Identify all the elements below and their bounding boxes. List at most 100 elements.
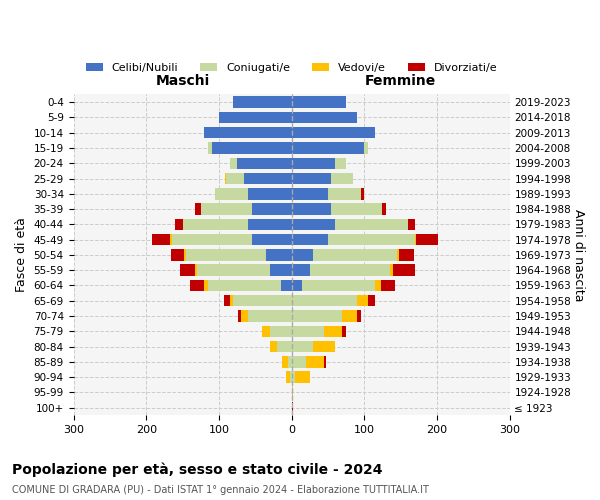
Bar [286, 372, 290, 383]
Bar [230, 295, 233, 306]
Bar [270, 264, 292, 276]
Bar [292, 204, 331, 215]
Bar [343, 326, 346, 337]
Y-axis label: Fasce di età: Fasce di età [15, 218, 28, 292]
Bar [281, 280, 292, 291]
Bar [313, 341, 335, 352]
Bar [292, 173, 331, 184]
Bar [324, 326, 343, 337]
Bar [310, 264, 389, 276]
Bar [224, 295, 230, 306]
Bar [248, 218, 292, 230]
Y-axis label: Anni di nascita: Anni di nascita [572, 208, 585, 301]
Text: Popolazione per età, sesso e stato civile - 2024: Popolazione per età, sesso e stato civil… [12, 462, 383, 477]
Bar [172, 234, 251, 245]
Bar [399, 249, 413, 260]
Bar [328, 188, 361, 200]
Bar [288, 356, 292, 368]
Bar [292, 341, 313, 352]
Bar [335, 218, 408, 230]
Bar [292, 402, 293, 413]
Bar [205, 127, 292, 138]
Bar [375, 280, 381, 291]
Bar [224, 173, 226, 184]
Bar [361, 188, 364, 200]
Bar [205, 280, 208, 291]
Bar [251, 204, 292, 215]
Bar [226, 173, 244, 184]
Bar [416, 234, 438, 245]
Bar [195, 204, 200, 215]
Bar [313, 249, 397, 260]
Bar [393, 264, 415, 276]
Bar [200, 204, 251, 215]
Bar [292, 295, 357, 306]
Bar [182, 218, 248, 230]
Bar [306, 356, 324, 368]
Bar [382, 204, 386, 215]
Bar [415, 234, 416, 245]
Bar [292, 356, 306, 368]
Bar [331, 173, 353, 184]
Bar [292, 264, 310, 276]
Bar [295, 372, 310, 383]
Bar [208, 142, 212, 154]
Bar [266, 249, 292, 260]
Bar [248, 188, 292, 200]
Bar [328, 234, 415, 245]
Bar [408, 218, 415, 230]
Bar [237, 158, 292, 169]
Bar [292, 127, 375, 138]
Bar [238, 310, 241, 322]
Bar [292, 112, 357, 123]
Bar [170, 234, 172, 245]
Bar [292, 249, 313, 260]
Bar [292, 158, 335, 169]
Bar [241, 310, 248, 322]
Bar [251, 234, 292, 245]
Bar [282, 356, 288, 368]
Bar [343, 310, 357, 322]
Bar [152, 234, 170, 245]
Bar [397, 249, 399, 260]
Bar [171, 249, 184, 260]
Bar [292, 326, 324, 337]
Bar [212, 142, 292, 154]
Legend: Celibi/Nubili, Coniugati/e, Vedovi/e, Divorziati/e: Celibi/Nubili, Coniugati/e, Vedovi/e, Di… [82, 58, 502, 77]
Bar [233, 295, 292, 306]
Bar [186, 249, 266, 260]
Bar [324, 356, 326, 368]
Bar [215, 188, 248, 200]
Text: Maschi: Maschi [155, 74, 209, 88]
Bar [195, 264, 197, 276]
Bar [335, 158, 346, 169]
Bar [181, 264, 195, 276]
Bar [292, 372, 295, 383]
Bar [244, 173, 292, 184]
Bar [190, 280, 205, 291]
Bar [292, 234, 328, 245]
Bar [292, 218, 335, 230]
Bar [292, 310, 343, 322]
Bar [208, 280, 281, 291]
Bar [292, 280, 302, 291]
Bar [292, 96, 346, 108]
Bar [277, 341, 292, 352]
Bar [219, 112, 292, 123]
Bar [357, 310, 361, 322]
Bar [292, 188, 328, 200]
Bar [381, 280, 395, 291]
Text: Femmine: Femmine [365, 74, 436, 88]
Bar [357, 295, 368, 306]
Bar [184, 249, 186, 260]
Bar [270, 341, 277, 352]
Bar [270, 326, 292, 337]
Bar [389, 264, 393, 276]
Bar [230, 158, 237, 169]
Bar [364, 142, 368, 154]
Bar [262, 326, 270, 337]
Bar [331, 204, 382, 215]
Bar [302, 280, 375, 291]
Bar [292, 142, 364, 154]
Bar [248, 310, 292, 322]
